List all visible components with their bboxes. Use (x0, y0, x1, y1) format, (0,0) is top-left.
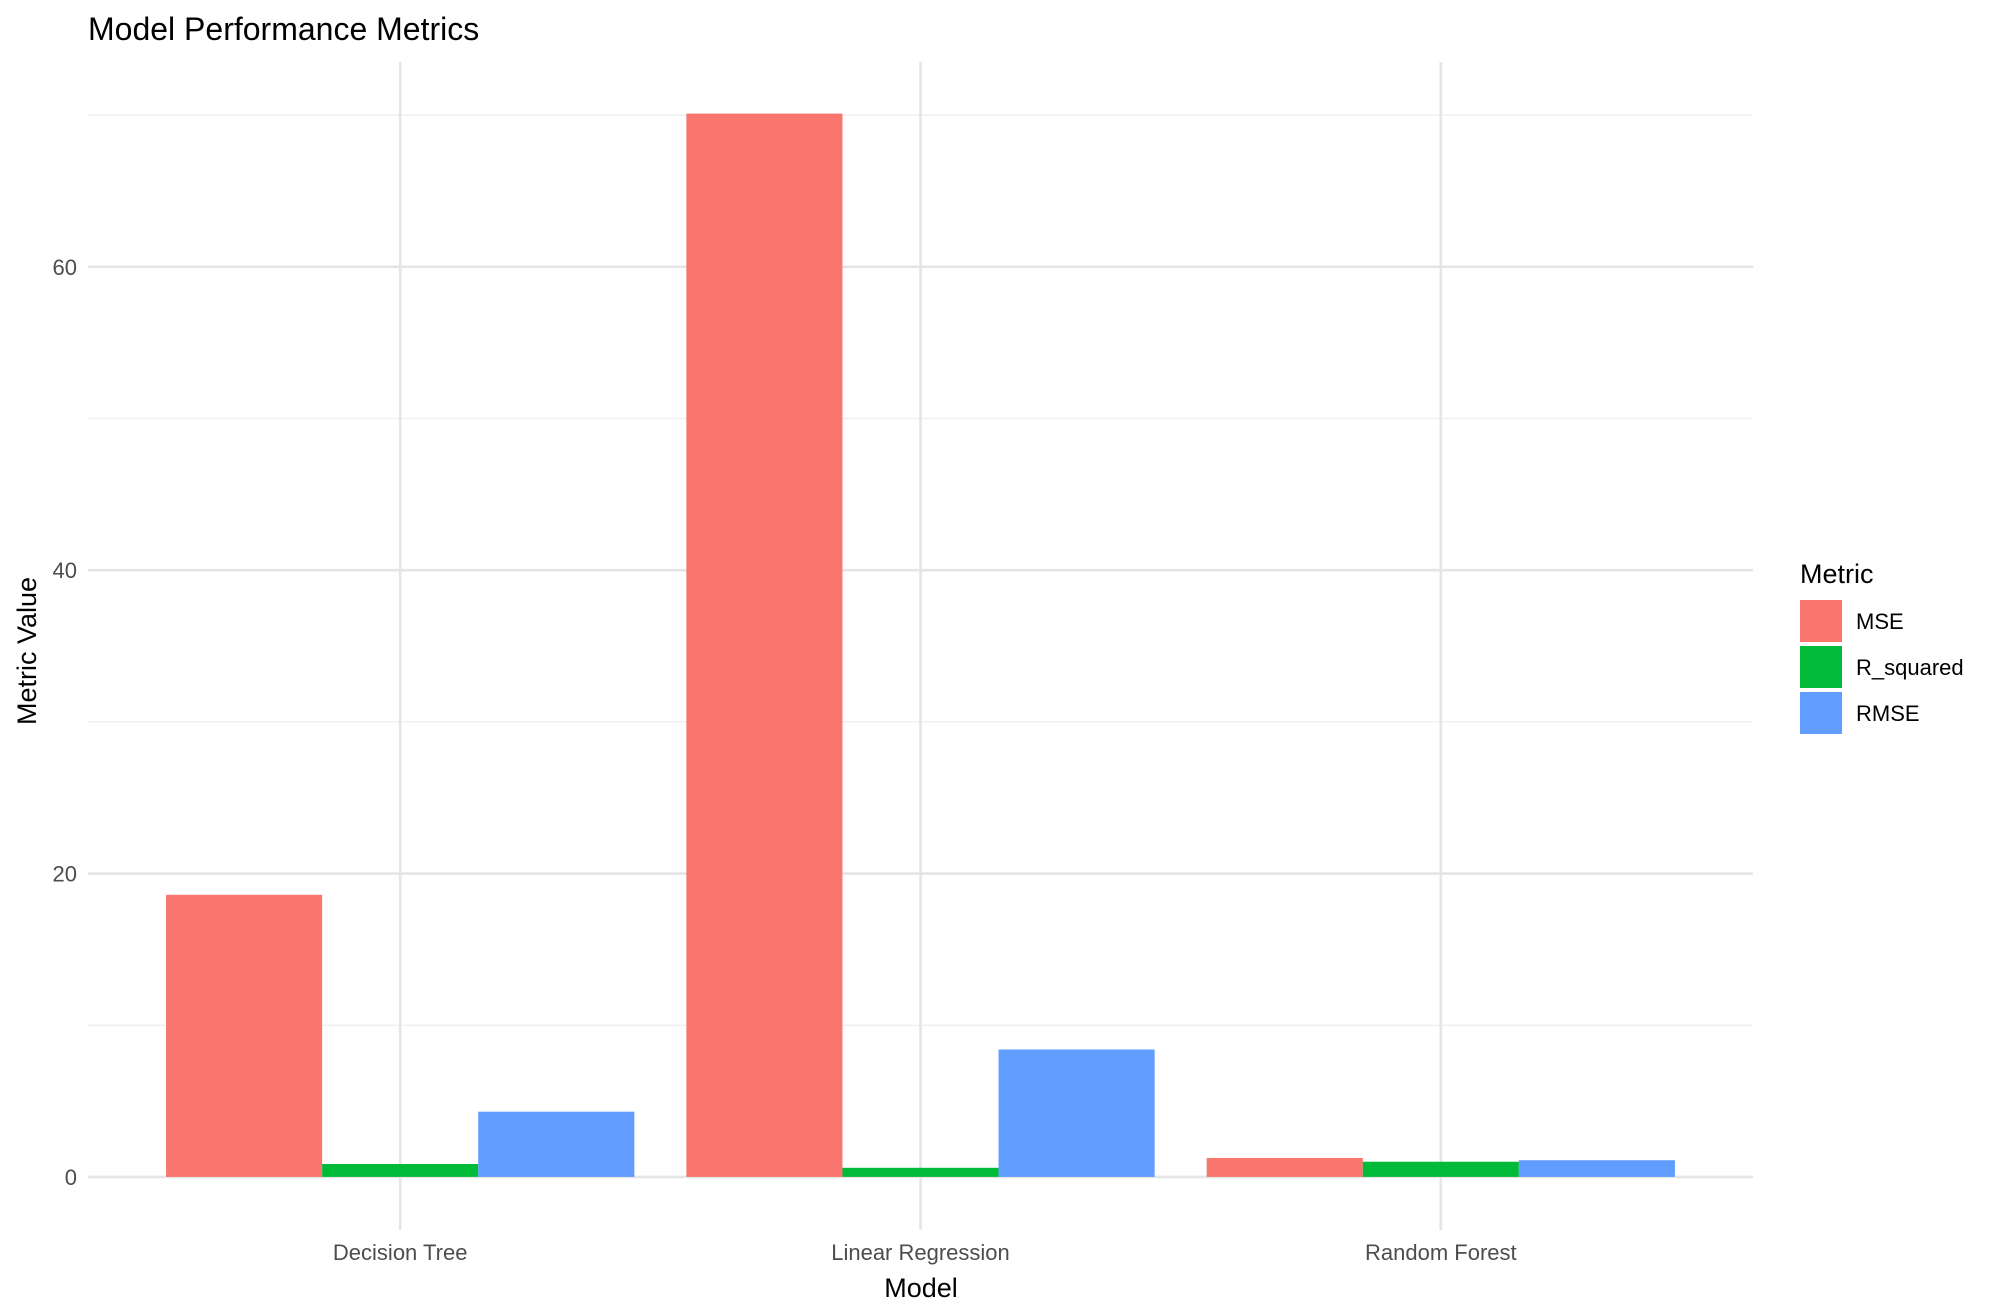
legend: Metric MSE R_squared RMSE (1800, 559, 1964, 734)
x-tick-label: Random Forest (1365, 1240, 1517, 1265)
x-tick-label: Decision Tree (333, 1240, 468, 1265)
bar-rmse-linear-regression (998, 1049, 1155, 1177)
bar-rmse-decision-tree (478, 1111, 635, 1177)
legend-label: R_squared (1856, 655, 1964, 680)
grid (88, 62, 1753, 1230)
x-axis-title: Model (884, 1273, 958, 1303)
bar-r-squared-decision-tree (322, 1164, 479, 1177)
bar-mse-random-forest (1206, 1157, 1363, 1177)
legend-key-r-squared (1800, 646, 1842, 688)
legend-title: Metric (1800, 559, 1874, 589)
bars (166, 113, 1675, 1177)
y-tick-label: 0 (65, 1165, 77, 1190)
bar-r-squared-linear-regression (842, 1167, 999, 1177)
x-tick-label: Linear Regression (831, 1240, 1010, 1265)
bar-mse-linear-regression (686, 113, 843, 1177)
tick-labels: 0 20 40 60 Decision Tree Linear Regression Ran… (53, 255, 1517, 1265)
legend-label: MSE (1856, 609, 1904, 634)
legend-items: MSE R_squared RMSE (1800, 600, 1964, 734)
y-tick-label: 60 (53, 255, 77, 280)
y-tick-label: 20 (53, 862, 77, 887)
legend-label: RMSE (1856, 701, 1920, 726)
y-tick-label: 40 (53, 558, 77, 583)
y-axis-title: Metric Value (12, 577, 42, 725)
chart-title: Model Performance Metrics (88, 11, 479, 47)
bar-r-squared-random-forest (1362, 1161, 1519, 1177)
legend-key-mse (1800, 600, 1842, 642)
legend-key-rmse (1800, 692, 1842, 734)
bar-rmse-random-forest (1518, 1160, 1675, 1177)
bar-mse-decision-tree (166, 894, 323, 1177)
